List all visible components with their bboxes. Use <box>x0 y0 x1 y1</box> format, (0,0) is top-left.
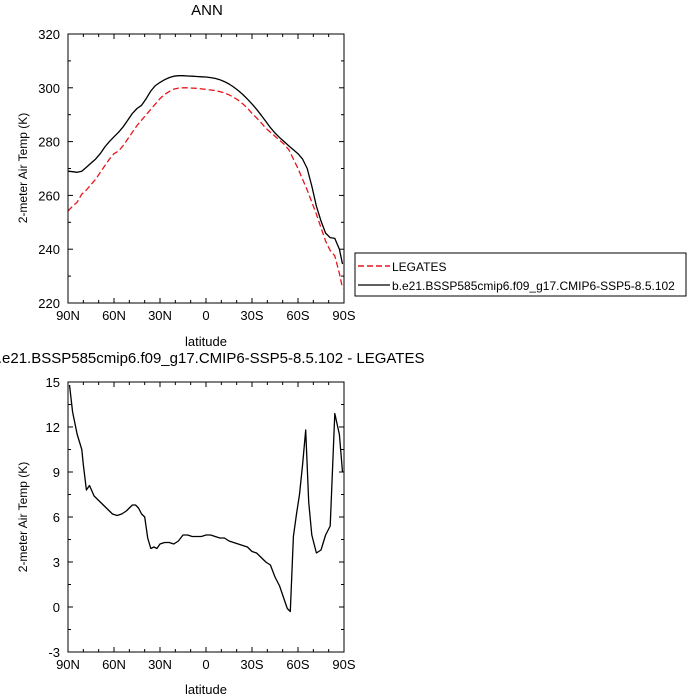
y-tick-label: 260 <box>38 188 60 203</box>
panel-annual-temperature: ANN 90N 60N 30N 0 30S 60S 90S 220 240 260 280 300 32… <box>16 2 356 349</box>
y-tick-label: 240 <box>38 242 60 257</box>
x-tick-label: 30S <box>240 308 263 323</box>
chart-title: b.e21.BSSP585cmip6.f09_g17.CMIP6-SSP5-8.… <box>0 350 424 367</box>
plot-frame <box>67 381 345 653</box>
x-tick-label: 0 <box>202 308 209 323</box>
y-tick-label: 12 <box>46 420 60 435</box>
y-tick-label: 0 <box>53 600 60 615</box>
axis-ticks <box>67 381 345 653</box>
plot-frame <box>67 33 345 304</box>
series-line-0 <box>68 384 344 613</box>
y-tick-label: 320 <box>38 27 60 42</box>
y-tick-label: 6 <box>53 510 60 525</box>
x-axis-label: latitude <box>185 334 227 349</box>
x-axis-label: latitude <box>185 682 227 697</box>
x-tick-label: 90S <box>332 657 355 672</box>
panel-difference: b.e21.BSSP585cmip6.f09_g17.CMIP6-SSP5-8.… <box>0 350 424 697</box>
y-tick-label: 15 <box>46 375 60 390</box>
y-axis-label: 2-meter Air Temp (K) <box>16 113 30 223</box>
series-line-1 <box>67 75 344 265</box>
x-tick-label: 90N <box>56 308 80 323</box>
series-lines <box>67 75 344 289</box>
x-tick-label: 90S <box>332 308 355 323</box>
y-tick-label: -3 <box>48 645 60 660</box>
x-tick-label: 30S <box>240 657 263 672</box>
x-tick-label: 60S <box>286 657 309 672</box>
x-tick-label: 30N <box>148 308 172 323</box>
legend-label-legates: LEGATES <box>392 260 446 274</box>
y-tick-label: 9 <box>53 465 60 480</box>
legend: LEGATES b.e21.BSSP585cmip6.f09_g17.CMIP6… <box>354 252 687 297</box>
x-tick-label: 0 <box>202 657 209 672</box>
y-tick-label: 220 <box>38 296 60 311</box>
tick-labels: 90N 60N 30N 0 30S 60S 90S -3 0 3 6 9 12 15 <box>46 375 356 672</box>
x-tick-label: 60N <box>102 657 126 672</box>
y-tick-label: 3 <box>53 555 60 570</box>
axis-ticks <box>67 33 345 304</box>
x-tick-label: 90N <box>56 657 80 672</box>
series-line-0 <box>67 87 344 289</box>
x-tick-label: 60N <box>102 308 126 323</box>
tick-labels: 90N 60N 30N 0 30S 60S 90S 220 240 260 280 300 320 <box>38 27 356 323</box>
y-axis-label: 2-meter Air Temp (K) <box>16 462 30 572</box>
legend-box <box>354 252 687 297</box>
x-tick-label: 30N <box>148 657 172 672</box>
y-tick-label: 300 <box>38 81 60 96</box>
x-tick-label: 60S <box>286 308 309 323</box>
legend-label-model: b.e21.BSSP585cmip6.f09_g17.CMIP6-SSP5-8.… <box>392 279 675 293</box>
y-tick-label: 280 <box>38 135 60 150</box>
series-lines <box>68 384 344 613</box>
chart-title: ANN <box>191 2 223 19</box>
